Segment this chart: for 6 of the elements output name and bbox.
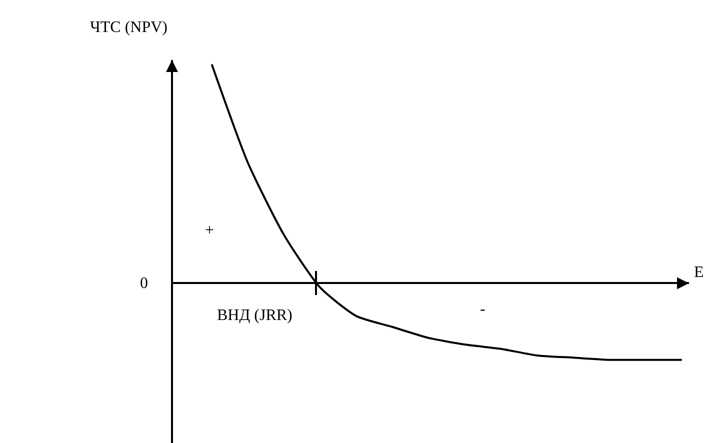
annotation: ВНД (JRR) xyxy=(217,307,292,324)
x-axis-title: E xyxy=(694,264,704,281)
text: 0 xyxy=(140,275,148,292)
y-axis-title: ЧТС (NPV) xyxy=(90,19,168,36)
annotation: + xyxy=(205,222,214,239)
annotation: - xyxy=(480,301,486,318)
